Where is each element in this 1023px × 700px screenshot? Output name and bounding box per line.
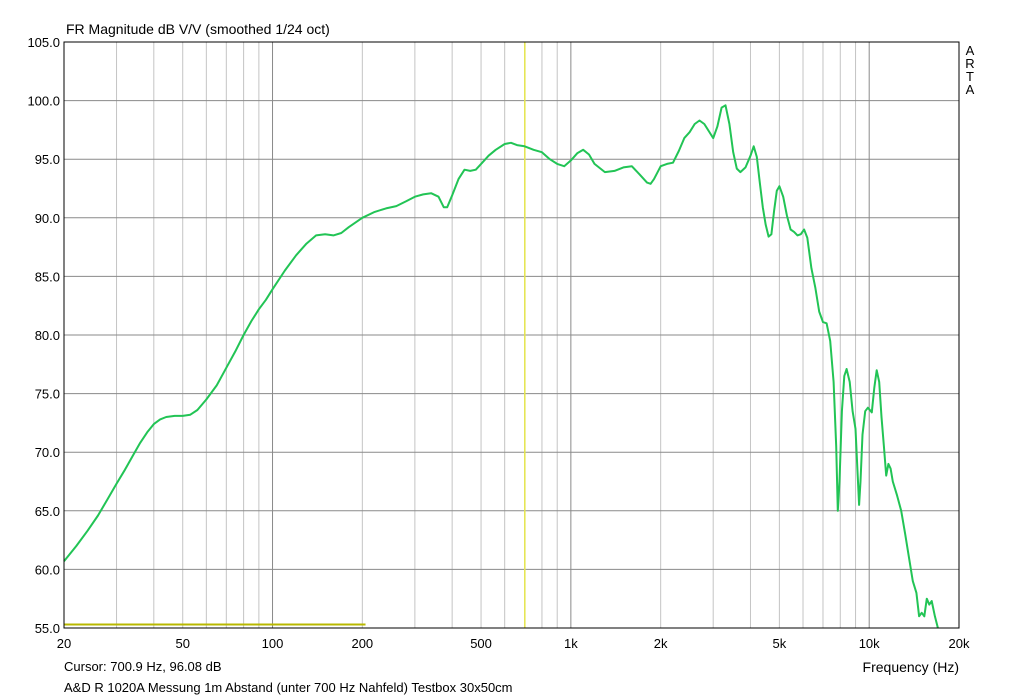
series-line xyxy=(63,104,939,629)
arta-label: A R T A xyxy=(964,44,976,96)
y-tick-label: 60.0 xyxy=(35,562,60,577)
chart-caption: A&D R 1020A Messung 1m Abstand (unter 70… xyxy=(64,680,513,695)
y-tick-label: 75.0 xyxy=(35,387,60,402)
x-tick-label: 200 xyxy=(351,636,373,651)
arta-letter: R xyxy=(965,56,975,71)
x-tick-label: 1k xyxy=(564,636,578,651)
x-tick-label: 100 xyxy=(262,636,284,651)
cursor-readout: Cursor: 700.9 Hz, 96.08 dB xyxy=(64,659,222,674)
chart-title: FR Magnitude dB V/V (smoothed 1/24 oct) xyxy=(66,21,330,37)
arta-letter: A xyxy=(965,82,975,97)
y-grid xyxy=(64,100,959,570)
y-tick-label: 95.0 xyxy=(35,152,60,167)
x-tick-label: 50 xyxy=(175,636,189,651)
x-tick-labels: 20 50 100 200 500 1k 2k 5k 10k 20k xyxy=(57,636,970,651)
y-tick-label: 55.0 xyxy=(35,621,60,636)
y-tick-label: 85.0 xyxy=(35,269,60,284)
x-tick-label: 20k xyxy=(949,636,970,651)
y-tick-label: 65.0 xyxy=(35,504,60,519)
y-tick-label: 100.0 xyxy=(27,94,60,109)
x-tick-label: 2k xyxy=(654,636,668,651)
arta-letter: A xyxy=(965,43,975,58)
x-axis-label: Frequency (Hz) xyxy=(862,659,959,675)
x-tick-label: 500 xyxy=(470,636,492,651)
series-layer xyxy=(63,104,939,629)
plot-frame xyxy=(63,41,960,629)
x-tick-label: 10k xyxy=(859,636,880,651)
x-tick-label: 20 xyxy=(57,636,71,651)
y-tick-label: 70.0 xyxy=(35,445,60,460)
y-tick-label: 105.0 xyxy=(27,35,60,50)
y-tick-label: 80.0 xyxy=(35,328,60,343)
y-tick-label: 90.0 xyxy=(35,211,60,226)
x-tick-label: 5k xyxy=(773,636,787,651)
y-tick-labels: 55.0 60.0 65.0 70.0 75.0 80.0 85.0 90.0 95.0 100.… xyxy=(27,35,60,636)
arta-letter: T xyxy=(966,69,974,84)
